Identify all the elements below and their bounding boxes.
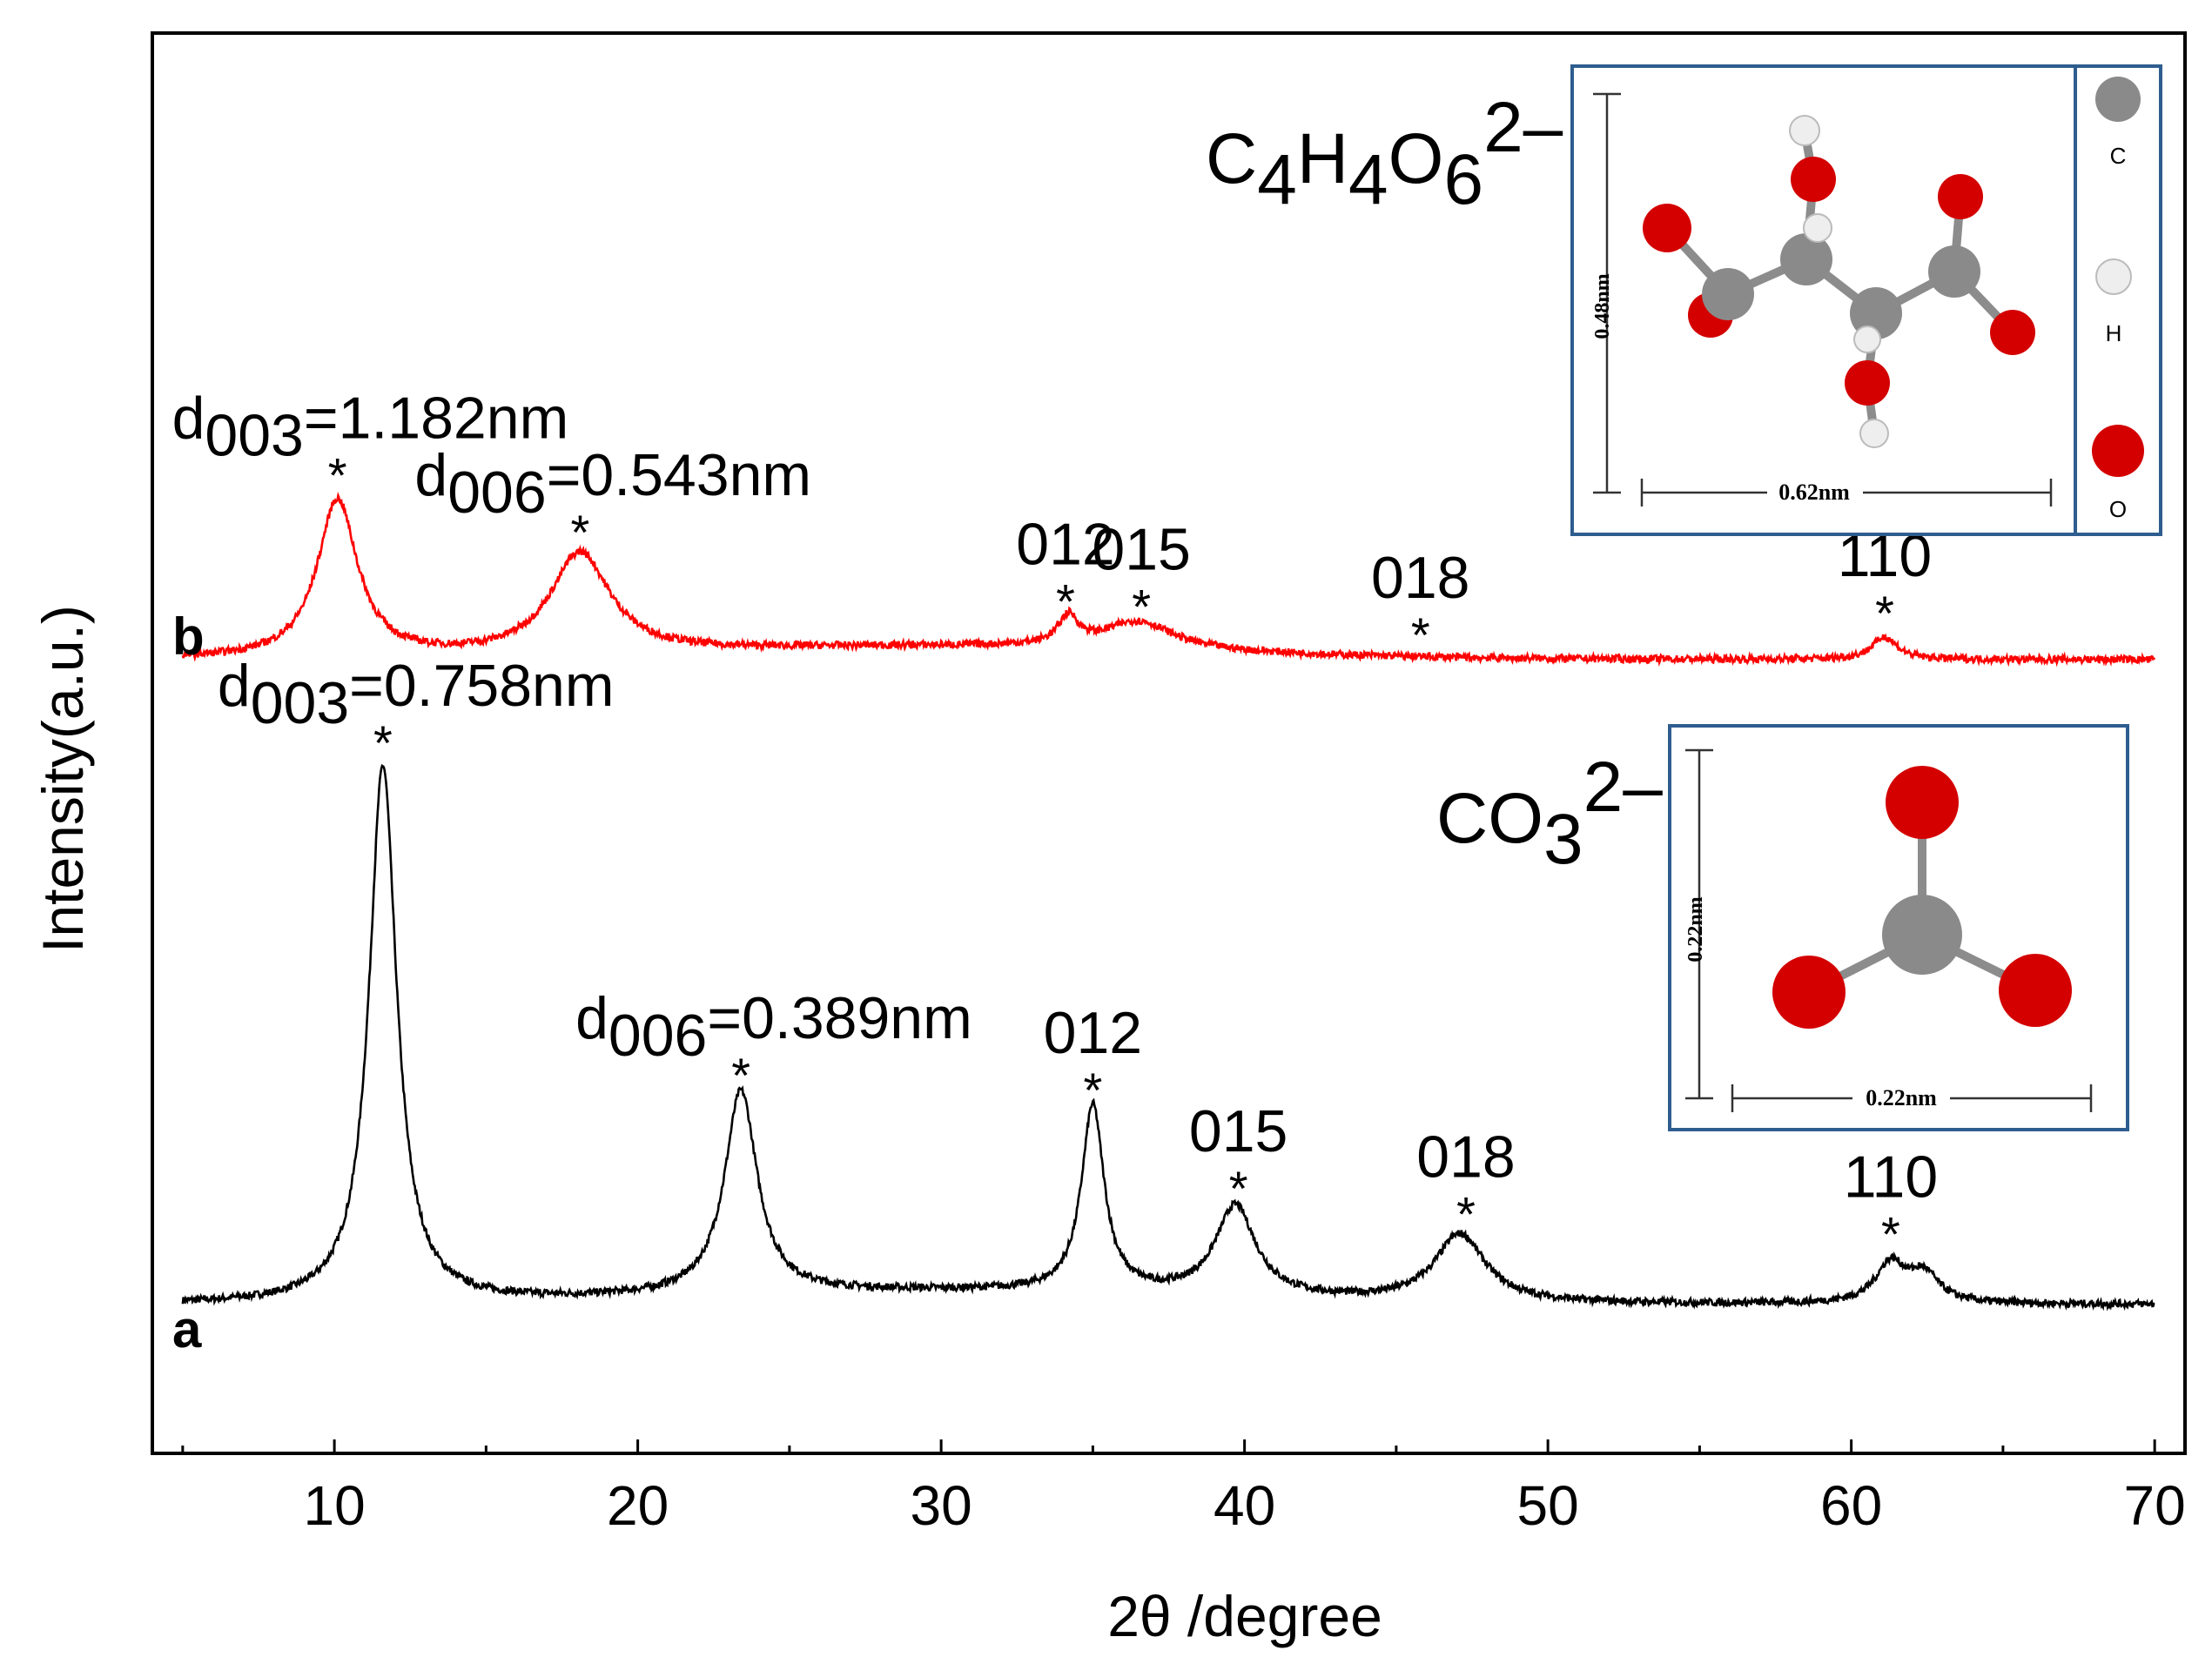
carbonate-formula: CO32– [1436, 748, 1663, 879]
x-tick-label: 30 [911, 1474, 972, 1537]
peak-label: d003=0.758nm [218, 653, 615, 736]
tartrate-oxygen-atom [1845, 360, 1890, 406]
peak-label: 015 [1092, 516, 1190, 582]
series-b-name: b [172, 607, 205, 666]
x-tick-label: 50 [1517, 1474, 1579, 1537]
tartrate-carbon-atom [1780, 233, 1832, 285]
x-tick-label: 10 [304, 1474, 366, 1537]
carbonate-inset: CO32– 0.22nm 0.22nm [1436, 724, 2129, 1131]
legend-carbon-label: C [2110, 143, 2127, 169]
peak-marker: * [570, 505, 589, 560]
x-tick-label: 60 [1820, 1474, 1882, 1537]
peak-marker: * [731, 1048, 750, 1103]
tartrate-horizontal-dimension: 0.62nm [1778, 480, 1850, 505]
carbonate-horizontal-dimension: 0.22nm [1866, 1085, 1937, 1110]
series-b-line [181, 491, 2156, 667]
peak-label: 110 [1844, 1144, 1938, 1211]
tartrate-formula: C4H4O62– [1206, 88, 1563, 219]
peak-marker: * [1875, 586, 1894, 641]
tartrate-carbon-atom [1928, 245, 1980, 298]
tartrate-vertical-dimension: 0.48nm [1591, 273, 1614, 339]
peak-marker: * [1229, 1161, 1248, 1216]
tartrate-carbon-atom [1702, 268, 1754, 320]
peak-annotations: *d003=0.758nm*d006=0.389nm*012*015*018*1… [172, 386, 1939, 1262]
plot-frame [151, 31, 2187, 1455]
peak-marker: * [373, 715, 393, 770]
x-tick-label: 40 [1214, 1474, 1275, 1537]
peak-label: d003=1.182nm [172, 386, 569, 469]
peak-label: 018 [1371, 545, 1469, 611]
legend-hydrogen-label: H [2106, 320, 2122, 346]
peak-marker: * [328, 448, 347, 503]
carbonate-oxygen-atom [1772, 956, 1846, 1029]
series-layer [181, 491, 2156, 1312]
legend-carbon-swatch [2095, 77, 2141, 122]
carbonate-oxygen-atom [1999, 954, 2072, 1027]
tartrate-hydrogen-atom [1859, 419, 1889, 448]
legend-hydrogen-swatch [2095, 258, 2132, 295]
y-axis-label: Intensity(a.u.) [30, 605, 95, 953]
peak-marker: * [1411, 607, 1430, 662]
peak-label: d006=0.389nm [575, 985, 972, 1069]
tartrate-inset: C4H4O62– 0.48nm 0.62nm [1206, 64, 2162, 536]
x-axis-label: 2θ /degree [1107, 1584, 1382, 1648]
series-a-name: a [172, 1300, 202, 1358]
tartrate-dim-label-bg [1767, 480, 1863, 505]
series-a-line [181, 763, 2155, 1312]
legend-oxygen-swatch [2092, 425, 2144, 477]
peak-label: 018 [1416, 1124, 1515, 1190]
legend-oxygen-label: O [2109, 496, 2127, 522]
peak-marker: * [1881, 1207, 1900, 1262]
tartrate-atoms [1643, 115, 2035, 448]
peak-label: d006=0.543nm [414, 442, 811, 526]
carbonate-vertical-dimension: 0.22nm [1684, 896, 1707, 962]
x-tick-label: 70 [2124, 1474, 2186, 1537]
carbonate-oxygen-atom [1886, 766, 1959, 839]
peak-label: 015 [1189, 1098, 1288, 1164]
peak-marker: * [1132, 579, 1151, 634]
peak-marker: * [1456, 1186, 1476, 1241]
peak-label: 012 [1044, 1000, 1142, 1066]
peak-label: 012 [1016, 512, 1114, 578]
tartrate-oxygen-atom [1938, 174, 1983, 219]
tartrate-oxygen-atom [1990, 310, 2035, 355]
carbonate-dim-label-bg [1852, 1086, 1950, 1110]
tartrate-hydrogen-atom [1789, 115, 1820, 146]
peak-marker: * [1056, 574, 1075, 629]
tartrate-hydrogen-atom [1803, 213, 1832, 243]
x-axis-ticks: 10 20 30 40 50 60 70 [181, 1439, 2186, 1537]
peak-marker: * [1083, 1063, 1102, 1117]
tartrate-legend: C H O [2092, 77, 2144, 522]
x-tick-label: 20 [607, 1474, 669, 1537]
tartrate-oxygen-atom [1791, 157, 1836, 202]
tartrate-oxygen-atom [1643, 204, 1691, 252]
tartrate-hydrogen-atom [1853, 325, 1881, 353]
carbonate-carbon-atom [1882, 895, 1962, 975]
